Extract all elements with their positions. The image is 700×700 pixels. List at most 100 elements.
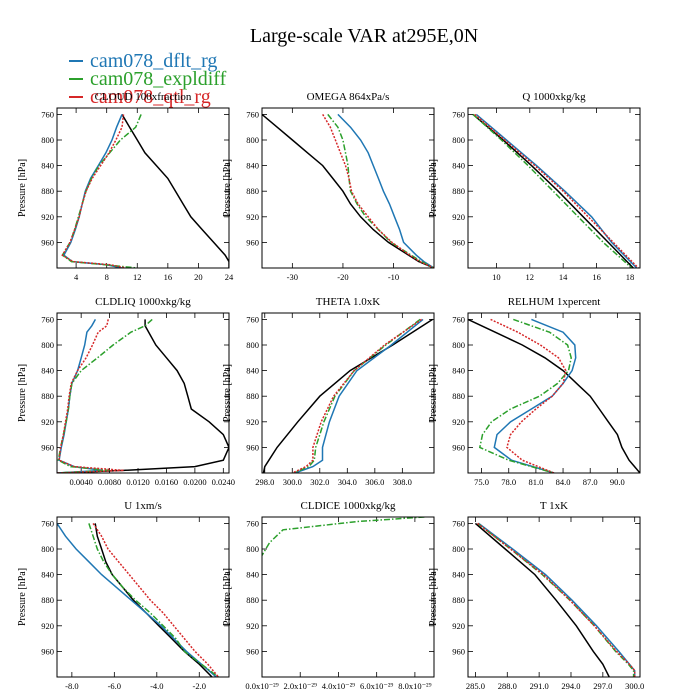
y-axis-label: Pressure [hPa] [428,364,439,422]
plot-frame [467,312,641,474]
plot-frame [56,107,230,269]
series-line-cam078_qtl_rg [61,114,126,268]
y-tick-label: 800 [452,340,465,350]
series-line-reference [94,523,213,677]
x-tick-label: 16 [592,272,601,282]
y-tick-label: 960 [246,646,259,656]
y-tick-label: 840 [452,366,465,376]
panel-3: Q 1000xkg/kg Pressure [hPa] 760 800 840 880 92… [428,91,641,282]
y-tick-label: 880 [452,186,465,196]
series-line-cam078_qtl_rg [477,522,636,677]
series-line-reference [262,113,434,268]
series-line-cam078_qtl_rg [57,319,124,473]
plot-frame [467,107,641,269]
y-tick-label: 880 [41,391,54,401]
x-tick-label: 14 [559,272,568,282]
x-tick-label: 0.0160 [155,477,178,487]
x-tick-label: 4 [74,272,79,282]
legend: cam078_dflt_rg cam078_expldiff cam078_qt… [69,50,227,108]
series-line-reference [468,318,640,473]
panel-5: THETA 1.0xK Pressure [hPa] 760 800 840 880 920… [222,296,435,487]
y-tick-label: 760 [452,518,465,528]
series-line-cam078_expldiff [327,113,434,268]
y-tick-label: 760 [452,109,465,119]
series-line-cam078_dflt_rg [337,113,434,268]
x-tick-label: -8.0 [65,681,78,691]
series-line-cam078_expldiff [478,318,572,473]
y-tick-label: 960 [452,442,465,452]
y-tick-label: 840 [452,161,465,171]
panel-6: RELHUM 1xpercent Pressure [hPa] 760 800 840 8… [428,296,641,487]
x-tick-label: 81.0 [528,477,543,487]
x-tick-label: 84.0 [556,477,571,487]
y-axis-label: Pressure [hPa] [17,159,28,217]
y-axis-label: Pressure [hPa] [222,568,233,626]
x-tick-label: -20 [337,272,348,282]
x-tick-label: 300.0 [283,477,302,487]
x-tick-label: 306.0 [365,477,384,487]
y-tick-label: 800 [246,340,259,350]
y-tick-label: 800 [246,544,259,554]
x-tick-label: 0.0x10⁻²⁹ [245,681,278,691]
y-tick-label: 840 [41,570,54,580]
series-line-reference [474,522,610,677]
y-tick-label: 800 [41,135,54,145]
series-line-cam078_dflt_rg [57,319,103,473]
figure-title: Large-scale VAR at295E,0N [250,25,478,47]
x-tick-label: 0.0120 [126,477,149,487]
x-tick-label: -30 [287,272,298,282]
series-line-cam078_expldiff [477,522,635,677]
series-line-cam078_qtl_rg [490,318,567,473]
plot-frame [56,312,230,474]
series-line-reference [57,319,229,473]
x-tick-label: 2.0x10⁻²⁹ [284,681,317,691]
plot-frame [467,516,641,678]
legend-label-expldiff: cam078_expldiff [90,68,227,90]
series-line-cam078_expldiff [57,318,153,473]
y-tick-label: 880 [452,595,465,605]
y-tick-label: 840 [246,366,259,376]
x-tick-label: 291.0 [530,681,549,691]
y-tick-label: 840 [246,161,259,171]
y-axis-label: Pressure [hPa] [222,364,233,422]
plot-frame [56,516,230,678]
series-line-reference [472,113,634,268]
panel-8: CLDICE 1000xkg/kg Pressure [hPa] 760 800 840… [222,500,435,691]
y-tick-label: 760 [246,518,259,528]
series-line-reference [262,318,434,473]
series-line-cam078_dflt_rg [478,522,636,677]
panel-title: THETA 1.0xK [316,296,381,308]
x-tick-label: 8.0x10⁻²⁹ [398,681,431,691]
x-tick-label: 0.0080 [98,477,121,487]
series-line-cam078_expldiff [262,517,425,556]
x-tick-label: 0.0040 [69,477,92,487]
y-tick-label: 920 [246,621,259,631]
x-tick-label: 10 [492,272,501,282]
y-tick-label: 800 [452,135,465,145]
x-tick-label: 20 [194,272,203,282]
panel-title: RELHUM 1xpercent [508,296,601,308]
y-tick-label: 920 [41,417,54,427]
x-tick-label: 24 [225,272,234,282]
y-axis-label: Pressure [hPa] [428,159,439,217]
plot-frame [261,312,435,474]
y-tick-label: 960 [41,646,54,656]
panel-title: CLDICE 1000xkg/kg [300,500,396,512]
panel-title: Q 1000xkg/kg [522,91,586,103]
y-tick-label: 920 [452,212,465,222]
x-tick-label: 308.0 [393,477,412,487]
plot-frame [261,107,435,269]
x-tick-label: 87.0 [583,477,598,487]
panel-title: CLDLIQ 1000xkg/kg [95,296,191,308]
x-tick-label: 298.0 [255,477,274,487]
series-line-cam078_expldiff [88,523,219,677]
y-tick-label: 840 [41,366,54,376]
y-tick-label: 760 [41,109,54,119]
y-tick-label: 920 [246,212,259,222]
x-tick-label: 12 [133,272,142,282]
panel-title: OMEGA 864xPa/s [307,91,390,103]
y-tick-label: 880 [246,186,259,196]
x-tick-label: 285.0 [466,681,485,691]
y-tick-label: 960 [246,237,259,247]
x-tick-label: 75.0 [474,477,489,487]
